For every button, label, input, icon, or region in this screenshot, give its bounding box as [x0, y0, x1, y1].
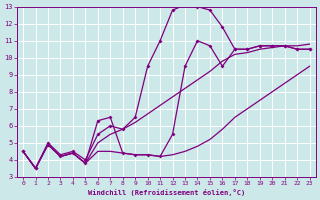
X-axis label: Windchill (Refroidissement éolien,°C): Windchill (Refroidissement éolien,°C)	[88, 189, 245, 196]
